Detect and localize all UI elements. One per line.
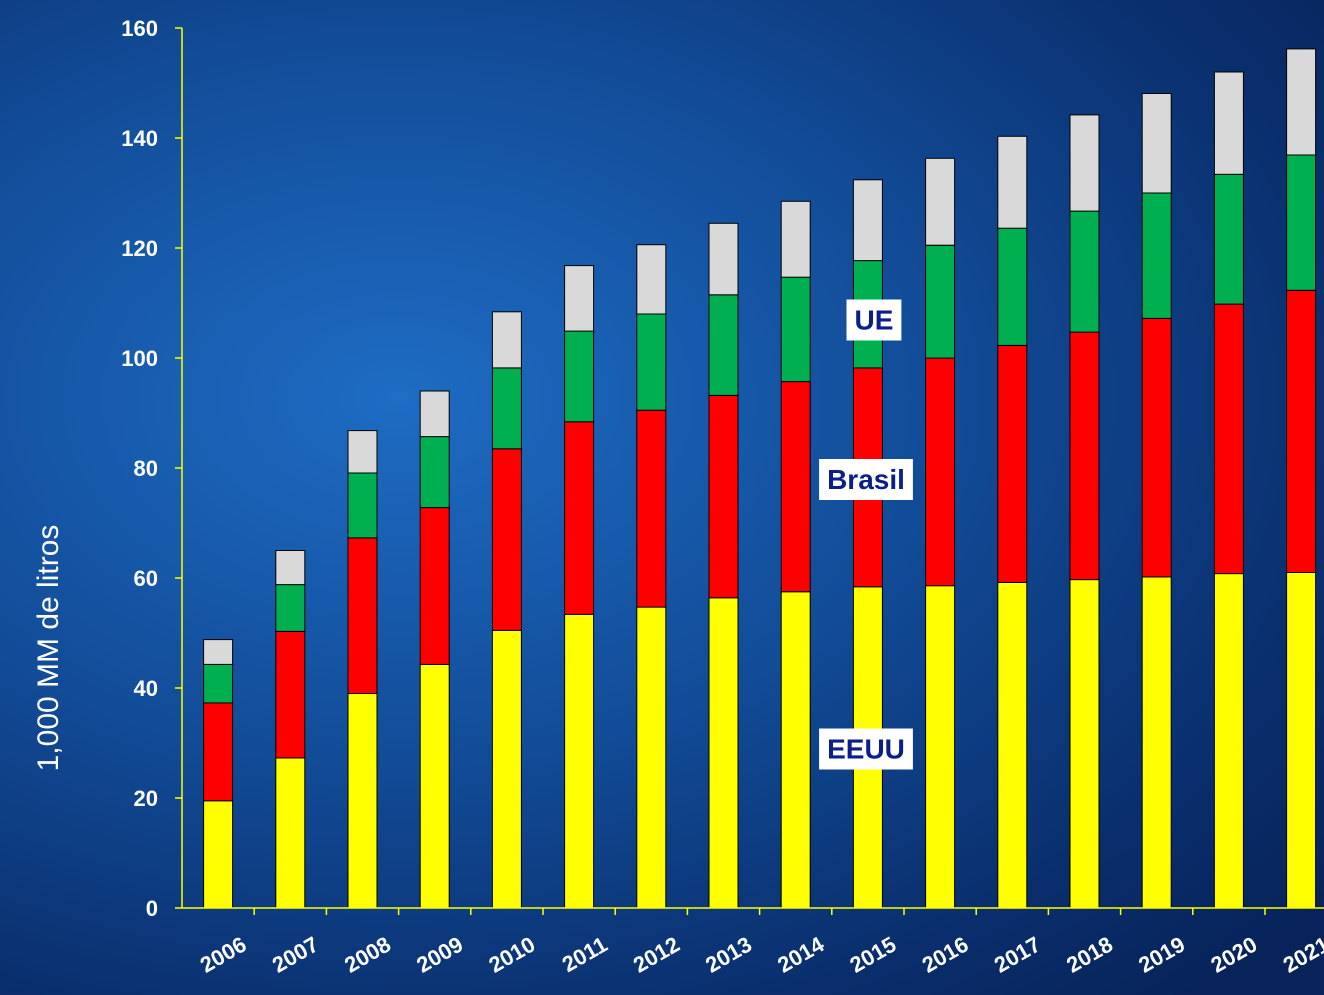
bar-segment-2008-series-4: [347, 430, 378, 474]
bar-segment-2010-ue: [491, 367, 522, 450]
y-tick-label: 40: [134, 676, 158, 701]
bar-segment-2019-eeuu: [1141, 576, 1172, 909]
bar-segment-2013-series-4: [708, 222, 739, 296]
bar-segment-2008-eeuu: [347, 693, 378, 909]
y-tick-label: 20: [134, 786, 158, 811]
x-tick-label-2009: 2009: [412, 932, 467, 978]
y-axis-label: 1,000 MM de litros: [32, 525, 65, 772]
bar-segment-2017-eeuu: [997, 581, 1028, 909]
x-tick-label-2007: 2007: [268, 932, 323, 978]
bar-segment-2017-ue: [997, 227, 1028, 346]
bar-segment-2014-eeuu: [780, 591, 811, 909]
bar-segment-2019-brasil: [1141, 317, 1172, 578]
bar-segment-2012-eeuu: [636, 606, 667, 909]
x-tick-label-2017: 2017: [990, 932, 1045, 978]
bar-segment-2020-ue: [1213, 173, 1244, 305]
bar-segment-2014-brasil: [780, 381, 811, 593]
y-tick-label: 0: [146, 896, 158, 921]
bar-segment-2011-brasil: [564, 421, 595, 615]
y-tick-label: 120: [121, 236, 158, 261]
x-tick-label-2020: 2020: [1207, 932, 1262, 978]
x-tick-label-2008: 2008: [340, 932, 395, 978]
bar-segment-2015-series-4: [852, 179, 883, 262]
bar-segment-2009-brasil: [419, 507, 450, 665]
bar-segment-2009-series-4: [419, 390, 450, 438]
bar-segment-2012-ue: [636, 313, 667, 411]
bar-segment-2012-brasil: [636, 409, 667, 608]
bar-segment-2020-series-4: [1213, 71, 1244, 175]
bar-segment-2019-series-4: [1141, 93, 1172, 194]
bar-segment-2018-brasil: [1069, 331, 1100, 581]
x-tick-label-2015: 2015: [846, 932, 901, 978]
bar-segment-2006-brasil: [203, 702, 234, 802]
bar-segment-2016-brasil: [925, 357, 956, 587]
bar-segment-2017-series-4: [997, 135, 1028, 229]
bar-segment-2006-series-4: [203, 639, 234, 665]
bar-segment-2021-ue: [1286, 154, 1317, 291]
bar-segment-2014-ue: [780, 276, 811, 383]
annotation-box-eeuu: [819, 728, 913, 770]
x-tick-label-2006: 2006: [196, 932, 251, 978]
bar-segment-2012-series-4: [636, 244, 667, 315]
bar-segment-2006-ue: [203, 663, 234, 704]
bar-segment-2010-eeuu: [491, 629, 522, 909]
bar-segment-2016-eeuu: [925, 585, 956, 909]
bar-group: [203, 48, 1317, 909]
y-tick-label: 160: [121, 16, 158, 41]
x-tick-label-2018: 2018: [1062, 932, 1117, 978]
x-tick-label-2014: 2014: [773, 931, 829, 978]
x-tick-label-2011: 2011: [558, 932, 612, 978]
bar-segment-2021-eeuu: [1286, 572, 1317, 909]
y-tick-label: 80: [134, 456, 158, 481]
bar-segment-2021-brasil: [1286, 289, 1317, 573]
bar-segment-2009-ue: [419, 436, 450, 509]
bar-segment-2007-ue: [275, 584, 306, 632]
bar-segment-2007-brasil: [275, 630, 306, 759]
bar-segment-2020-eeuu: [1213, 573, 1244, 909]
bar-segment-2008-brasil: [347, 537, 378, 695]
x-tick-label-2012: 2012: [629, 932, 684, 978]
bar-segment-2006-eeuu: [203, 800, 234, 909]
bar-segment-2020-brasil: [1213, 303, 1244, 575]
bar-segment-2009-eeuu: [419, 663, 450, 909]
bar-segment-2018-series-4: [1069, 114, 1100, 212]
bar-segment-2007-eeuu: [275, 757, 306, 909]
bar-segment-2016-ue: [925, 244, 956, 359]
x-tick-label-2019: 2019: [1134, 932, 1189, 978]
bar-segment-2013-eeuu: [708, 597, 739, 909]
x-tick-label-2013: 2013: [701, 932, 756, 978]
bar-segment-2007-series-4: [275, 550, 306, 586]
y-tick-label: 140: [121, 126, 158, 151]
bar-segment-2013-ue: [708, 294, 739, 396]
bar-segment-2011-eeuu: [564, 613, 595, 909]
bar-segment-2018-ue: [1069, 210, 1100, 333]
bar-segment-2018-eeuu: [1069, 579, 1100, 909]
bar-segment-2011-ue: [564, 330, 595, 423]
bar-segment-2010-series-4: [491, 311, 522, 369]
y-tick-label: 60: [134, 566, 158, 591]
x-tick-label-2010: 2010: [485, 932, 540, 978]
bar-segment-2013-brasil: [708, 394, 739, 599]
bar-segment-2008-ue: [347, 472, 378, 539]
bar-segment-2010-brasil: [491, 448, 522, 631]
x-tick-label-2021: 2021: [1279, 932, 1324, 978]
x-tick-label-2016: 2016: [918, 932, 973, 978]
annotation-brasil: Brasil: [827, 464, 905, 495]
bar-segment-2019-ue: [1141, 192, 1172, 319]
annotation-eeuu: EEUU: [827, 734, 905, 765]
bar-segment-2014-series-4: [780, 200, 811, 278]
annotation-box-brasil: [819, 459, 913, 500]
y-tick-label: 100: [121, 346, 158, 371]
bar-segment-2016-series-4: [925, 157, 956, 246]
annotation-box-ue: [846, 299, 902, 341]
bar-segment-2021-series-4: [1286, 48, 1317, 156]
bar-segment-2017-brasil: [997, 344, 1028, 583]
annotation-ue: UE: [855, 305, 894, 336]
series-annotations: UE Brasil EEUU: [819, 299, 913, 770]
bar-segment-2011-series-4: [564, 265, 595, 332]
